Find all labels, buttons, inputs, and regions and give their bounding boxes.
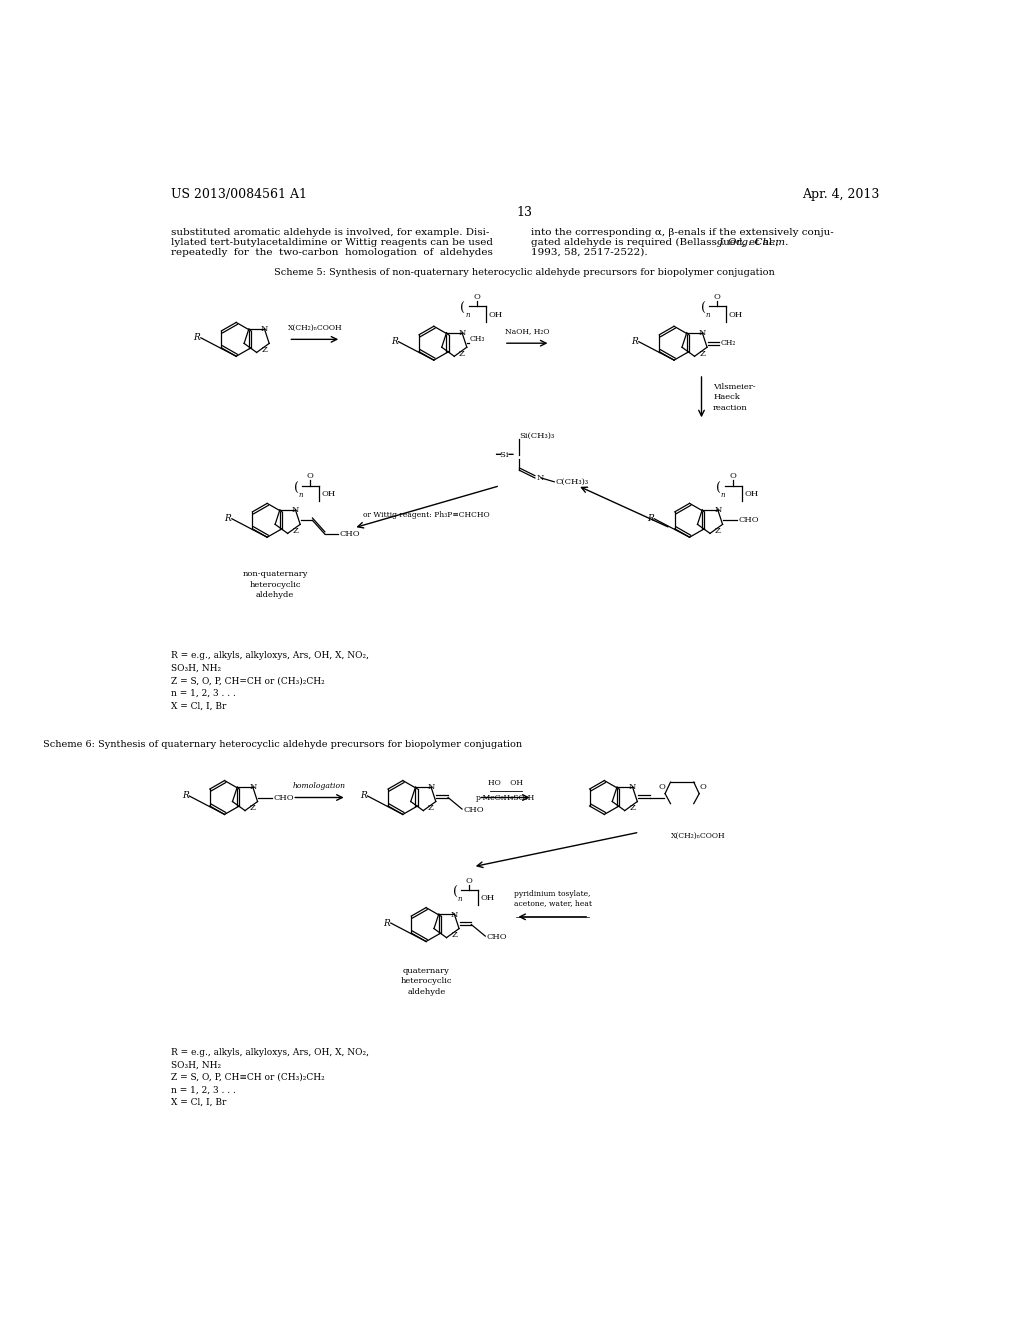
Text: O: O (699, 784, 707, 792)
Text: into the corresponding α, β-enals if the extensively conju-: into the corresponding α, β-enals if the… (531, 227, 834, 236)
Text: Z: Z (250, 804, 256, 812)
Text: R: R (181, 792, 188, 800)
Text: Z: Z (293, 527, 298, 535)
Text: Z: Z (459, 350, 465, 358)
Text: OH: OH (480, 895, 495, 903)
Text: Scheme 5: Synthesis of non-quaternary heterocyclic aldehyde precursors for biopo: Scheme 5: Synthesis of non-quaternary he… (274, 268, 775, 277)
Text: O: O (306, 473, 313, 480)
Text: OH: OH (729, 310, 742, 318)
Text: N: N (698, 329, 706, 337)
Text: N: N (459, 329, 466, 337)
Text: CH₂: CH₂ (721, 339, 736, 347)
Text: HO    OH: HO OH (487, 779, 523, 787)
Text: CH₃: CH₃ (470, 335, 485, 343)
Text: R: R (224, 515, 231, 523)
Text: O: O (466, 876, 472, 884)
Text: Apr. 4, 2013: Apr. 4, 2013 (802, 187, 879, 201)
Text: OH: OH (488, 310, 503, 318)
Text: N: N (451, 911, 458, 919)
Text: Z: Z (699, 350, 706, 358)
Text: p-MeC₆H₄SO₃H: p-MeC₆H₄SO₃H (476, 795, 536, 803)
Text: or Wittig reagent: Ph₃P≡CHCHO: or Wittig reagent: Ph₃P≡CHCHO (364, 511, 489, 519)
Text: gated aldehyde is required (Bellassoued, et al.,: gated aldehyde is required (Bellassoued,… (531, 238, 782, 247)
Text: Scheme 6: Synthesis of quaternary heterocyclic aldehyde precursors for biopolyme: Scheme 6: Synthesis of quaternary hetero… (43, 739, 522, 748)
Text: ━Si━: ━Si━ (495, 451, 513, 459)
Text: n: n (465, 312, 470, 319)
Text: OH: OH (744, 490, 759, 498)
Text: N: N (261, 325, 268, 334)
Text: C(CH₃)₃: C(CH₃)₃ (556, 478, 589, 486)
Text: O: O (658, 784, 666, 792)
Text: Si(CH₃)₃: Si(CH₃)₃ (519, 432, 555, 440)
Text: CHO: CHO (486, 933, 508, 941)
Text: repeatedly  for  the  two-carbon  homologation  of  aldehydes: repeatedly for the two-carbon homologati… (171, 248, 493, 256)
Text: R = e.g., alkyls, alkyloxys, Ars, OH, X, NO₂,
SO₃H, NH₂
Z = S, O, P, CH=CH or (C: R = e.g., alkyls, alkyloxys, Ars, OH, X,… (171, 651, 369, 710)
Text: CHO: CHO (273, 793, 294, 801)
Text: quaternary
heterocyclic
aldehyde: quaternary heterocyclic aldehyde (400, 966, 453, 995)
Text: N: N (537, 474, 544, 482)
Text: (: ( (700, 302, 706, 315)
Text: N: N (629, 784, 636, 792)
Text: OH: OH (322, 490, 336, 498)
Text: non-quaternary
heterocyclic
aldehyde: non-quaternary heterocyclic aldehyde (243, 570, 308, 599)
Text: n: n (721, 491, 725, 499)
Text: N: N (427, 784, 435, 792)
Text: X(CH₂)ₙCOOH: X(CH₂)ₙCOOH (671, 832, 725, 840)
Text: R: R (631, 337, 638, 346)
Text: O: O (473, 293, 480, 301)
Text: n: n (706, 312, 710, 319)
Text: US 2013/0084561 A1: US 2013/0084561 A1 (171, 187, 306, 201)
Text: CHO: CHO (464, 805, 484, 814)
Text: (: ( (716, 482, 721, 495)
Text: n: n (299, 491, 303, 499)
Text: Z: Z (630, 804, 636, 812)
Text: Z: Z (452, 932, 457, 940)
Text: 13: 13 (517, 206, 532, 219)
Text: R: R (391, 337, 397, 346)
Text: Z: Z (261, 346, 267, 354)
Text: NaOH, H₂O: NaOH, H₂O (505, 327, 549, 335)
Text: X(CH₂)ₙCOOH: X(CH₂)ₙCOOH (288, 323, 342, 331)
Text: (: ( (461, 302, 465, 315)
Text: Z: Z (715, 527, 721, 535)
Text: R: R (194, 334, 200, 342)
Text: CHO: CHO (340, 531, 360, 539)
Text: (: ( (294, 482, 299, 495)
Text: Z: Z (428, 804, 434, 812)
Text: R: R (360, 792, 367, 800)
Text: O: O (714, 293, 721, 301)
Text: R: R (383, 919, 390, 928)
Text: R: R (647, 515, 653, 523)
Text: 1993, 58, 2517-2522).: 1993, 58, 2517-2522). (531, 248, 647, 256)
Text: n: n (458, 895, 462, 903)
Text: lylated tert-butylacetaldimine or Wittig reagents can be used: lylated tert-butylacetaldimine or Wittig… (171, 238, 493, 247)
Text: (: ( (453, 886, 458, 899)
Text: O: O (729, 473, 736, 480)
Text: R = e.g., alkyls, alkyloxys, Ars, OH, X, NO₂,
SO₃H, NH₂
Z = S, O, P, CH≡CH or (C: R = e.g., alkyls, alkyloxys, Ars, OH, X,… (171, 1048, 369, 1106)
Text: pyridinium tosylate,
acetone, water, heat: pyridinium tosylate, acetone, water, hea… (514, 890, 592, 908)
Text: J. Org. Chem.: J. Org. Chem. (719, 238, 788, 247)
Text: homologation: homologation (293, 781, 346, 789)
Text: N: N (292, 507, 299, 515)
Text: CHO: CHO (738, 516, 760, 524)
Text: N: N (249, 784, 256, 792)
Text: Vilsmeier-
Haeck
reaction: Vilsmeier- Haeck reaction (713, 383, 756, 412)
Text: substituted aromatic aldehyde is involved, for example. Disi-: substituted aromatic aldehyde is involve… (171, 227, 489, 236)
Text: N: N (714, 507, 722, 515)
